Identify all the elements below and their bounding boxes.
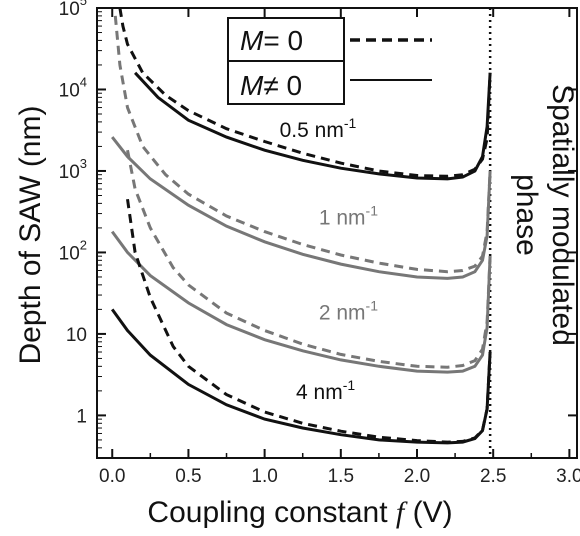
y-tick-label: 105 — [59, 0, 87, 20]
x-tick-label: 0.5 — [175, 466, 201, 487]
curve-labels: 0.5 nm-1 1 nm-1 2 nm-1 4 nm-1 — [280, 115, 379, 404]
curve-label-3: 4 nm-1 — [296, 377, 355, 404]
series-2-solid — [110, 230, 492, 374]
series-2-dashed — [126, 149, 492, 369]
plot-frame — [96, 7, 578, 459]
legend-entry-solid: M≠ 0 — [240, 70, 302, 101]
curve-label-2: 2 nm-1 — [319, 298, 378, 325]
curve-label-0: 0.5 nm-1 — [280, 115, 357, 142]
y-tick-label: 103 — [59, 156, 87, 183]
axes: 0.0 0.5 1.0 1.5 2.0 2.5 3.0 1 10 102 103 104 105 — [59, 0, 580, 487]
series-0-solid — [134, 71, 492, 181]
x-tick-label: 2.5 — [480, 466, 506, 487]
y-tick-label: 10 — [66, 325, 87, 346]
region-label-line2: phase — [510, 174, 543, 256]
x-tick-label: 0.0 — [99, 466, 125, 487]
y-tick-label: 104 — [59, 74, 87, 101]
plot-area — [110, 7, 492, 458]
legend-entry-dashed: M= 0 — [240, 25, 303, 56]
series-1-dashed — [113, 15, 492, 274]
y-axis-title: Depth of SAW (nm) — [14, 106, 47, 365]
x-tick-label: 2.0 — [404, 466, 430, 487]
x-tick-label: 1.5 — [328, 466, 354, 487]
x-axis-title: Coupling constant f (V) — [147, 496, 452, 529]
y-tick-label: 102 — [59, 237, 87, 264]
series-1-solid — [111, 136, 492, 280]
y-tick-label: 1 — [76, 406, 87, 427]
series-0-dashed — [118, 7, 492, 178]
series-3-dashed — [126, 198, 492, 444]
legend: M= 0 M≠ 0 — [227, 17, 432, 105]
region-label-line1: Spatially modulated — [546, 84, 579, 346]
curve-label-1: 1 nm-1 — [319, 203, 378, 230]
series-3-solid — [110, 308, 492, 445]
x-tick-label: 3.0 — [556, 466, 580, 487]
region-label: Spatially modulated phase — [510, 84, 579, 346]
x-tick-label: 1.0 — [251, 466, 277, 487]
